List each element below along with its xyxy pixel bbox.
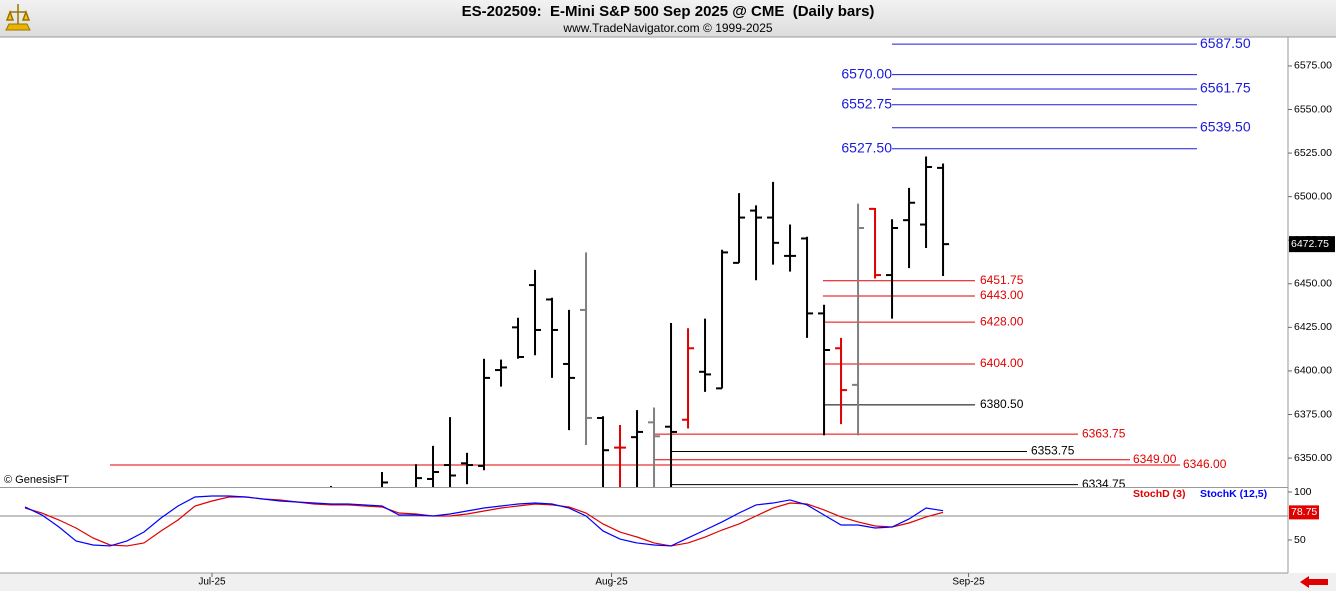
- legend-label: StochD (3): [1133, 488, 1186, 500]
- level-label: 6561.75: [1200, 80, 1251, 96]
- chart-title: ES-202509: E-Mini S&P 500 Sep 2025 @ CME…: [462, 3, 875, 20]
- level-label: 6527.50: [841, 139, 892, 155]
- y-tick-label: 6400.00: [1294, 365, 1332, 377]
- y-tick-label: 6550.00: [1294, 103, 1332, 115]
- y-tick-label: 6575.00: [1294, 60, 1332, 72]
- header-bar: [0, 0, 1336, 37]
- x-axis-band: [0, 573, 1336, 591]
- level-label: 6349.00: [1133, 452, 1177, 466]
- legend-label: StochK (12,5): [1200, 488, 1267, 500]
- last-value-label: 78.75: [1291, 506, 1317, 518]
- y-tick-label: 6500.00: [1294, 190, 1332, 202]
- scroll-arrow[interactable]: [1300, 576, 1328, 588]
- last-price-label: 6472.75: [1291, 238, 1329, 250]
- price-pane: 6587.50 6570.00 6561.75 6552.75 6539.50 6527.…: [110, 35, 1251, 491]
- x-tick-label: Aug-25: [595, 577, 628, 588]
- level-label: 6570.00: [841, 65, 892, 81]
- y-tick-label: 6375.00: [1294, 408, 1332, 420]
- x-tick-label: Sep-25: [952, 577, 985, 588]
- watermark: © GenesisFT: [4, 474, 69, 486]
- y-tick-label: 50: [1294, 534, 1306, 546]
- y-tick-label: 6525.00: [1294, 147, 1332, 159]
- level-label: 6443.00: [980, 288, 1024, 302]
- level-label: 6346.00: [1183, 457, 1227, 471]
- level-label: 6539.50: [1200, 119, 1251, 135]
- level-label: 6428.00: [980, 314, 1024, 328]
- level-label: 6552.75: [841, 95, 892, 111]
- last-price-box: [1289, 236, 1335, 253]
- level-label: 6363.75: [1082, 426, 1126, 440]
- logo: [5, 4, 31, 31]
- last-value-box: [1289, 505, 1319, 520]
- indicator-pane: [0, 495, 1288, 547]
- chart-subtitle: www.TradeNavigator.com © 1999-2025: [562, 21, 772, 35]
- x-tick-label: Jul-25: [198, 577, 226, 588]
- indicator-line: [24, 495, 944, 547]
- level-label: 6451.75: [980, 273, 1024, 287]
- y-tick-label: 100: [1294, 486, 1312, 498]
- indicator-line: [24, 496, 944, 547]
- level-label: 6353.75: [1031, 444, 1075, 458]
- level-label: 6334.75: [1082, 477, 1126, 491]
- y-tick-label: 6450.00: [1294, 278, 1332, 290]
- level-label: 6587.50: [1200, 35, 1251, 51]
- axes: 6350.006375.006400.006425.006450.006475.…: [198, 60, 1335, 588]
- y-tick-label: 6350.00: [1294, 452, 1332, 464]
- level-label: 6380.50: [980, 397, 1024, 411]
- level-label: 6404.00: [980, 356, 1024, 370]
- y-tick-label: 6425.00: [1294, 321, 1332, 333]
